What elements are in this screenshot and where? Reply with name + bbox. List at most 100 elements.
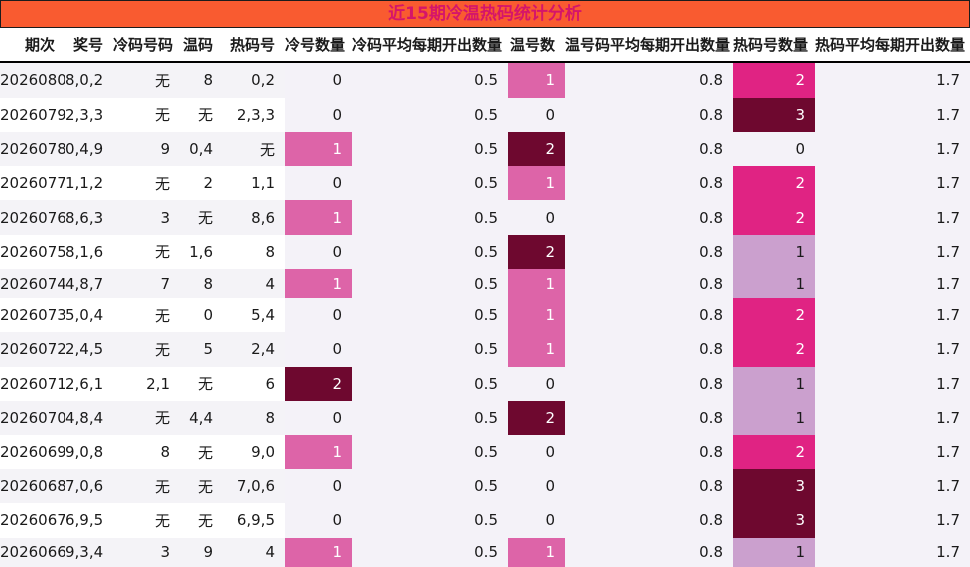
cell-prize-numbers: 6,9,5 — [65, 503, 113, 538]
cell-warm-numbers: 0,4 — [180, 132, 223, 167]
cell-hot-numbers: 4 — [223, 268, 285, 299]
cell-cold-numbers: 无 — [113, 469, 180, 504]
cell-period: 2026072 — [0, 332, 65, 367]
cell-hot-count: 3 — [733, 469, 815, 504]
cell-hot-count: 1 — [733, 400, 815, 435]
cell-cold-numbers: 无 — [113, 166, 180, 201]
cell-hot-avg: 1.7 — [815, 434, 970, 470]
cell-prize-numbers: 5,0,4 — [65, 298, 113, 333]
cell-cold-avg: 0.5 — [352, 400, 508, 435]
cell-hot-count: 1 — [733, 537, 815, 567]
cell-cold-numbers: 2,1 — [113, 366, 180, 401]
cell-period: 2026074 — [0, 268, 65, 299]
cell-cold-count: 0 — [285, 234, 352, 269]
cell-prize-numbers: 2,6,1 — [65, 366, 113, 401]
cell-cold-count: 0 — [285, 298, 352, 333]
cell-cold-count: 1 — [285, 200, 352, 235]
cell-warm-avg: 0.8 — [565, 537, 733, 567]
table-row: 2026077 1,1,2 无 2 1,1 0 0.5 1 0.8 2 1.7 — [0, 166, 970, 201]
cell-hot-numbers: 6 — [223, 366, 285, 401]
cell-warm-numbers: 无 — [180, 434, 223, 470]
cell-cold-numbers: 3 — [113, 200, 180, 235]
cell-warm-numbers: 4,4 — [180, 400, 223, 435]
table-row: 2026078 0,4,9 9 0,4 无 1 0.5 2 0.8 0 1.7 — [0, 132, 970, 167]
cell-warm-numbers: 无 — [180, 503, 223, 538]
cell-hot-count: 2 — [733, 434, 815, 470]
cell-warm-count: 1 — [508, 537, 565, 567]
table-row: 2026068 7,0,6 无无 7,0,6 0 0.5 0 0.8 3 1.7 — [0, 469, 970, 504]
cell-warm-avg: 0.8 — [565, 62, 733, 98]
cell-hot-avg: 1.7 — [815, 469, 970, 504]
cell-hot-avg: 1.7 — [815, 268, 970, 299]
cell-warm-avg: 0.8 — [565, 503, 733, 538]
table-header-row: 期次 奖号 冷码号码 温码 热码号 冷号数量 冷码平均每期开出数量 温号数 温号… — [0, 28, 970, 63]
header-hot-avg: 热码平均每期开出数量 — [815, 28, 970, 63]
cell-warm-numbers: 1,6 — [180, 234, 223, 269]
cell-hot-count: 3 — [733, 97, 815, 133]
cell-hot-avg: 1.7 — [815, 62, 970, 98]
header-warm-numbers: 温码 — [180, 28, 223, 63]
cell-prize-numbers: 1,1,2 — [65, 166, 113, 201]
table-row: 2026076 8,6,3 3 无 8,6 1 0.5 0 0.8 2 1.7 — [0, 200, 970, 235]
cell-cold-avg: 0.5 — [352, 97, 508, 133]
cell-period: 2026077 — [0, 166, 65, 201]
cell-warm-avg: 0.8 — [565, 166, 733, 201]
cell-hot-numbers: 7,0,6 — [223, 469, 285, 504]
cell-warm-count: 1 — [508, 62, 565, 98]
cell-warm-count: 0 — [508, 434, 565, 470]
cell-prize-numbers: 7,0,6 — [65, 469, 113, 504]
cell-cold-numbers: 无 — [113, 400, 180, 435]
cell-period: 2026078 — [0, 132, 65, 167]
cell-cold-count: 1 — [285, 132, 352, 167]
cell-cold-numbers: 无 — [113, 503, 180, 538]
cell-hot-avg: 1.7 — [815, 234, 970, 269]
cell-warm-avg: 0.8 — [565, 268, 733, 299]
cell-hot-avg: 1.7 — [815, 332, 970, 367]
cell-warm-avg: 0.8 — [565, 332, 733, 367]
cell-warm-avg: 0.8 — [565, 434, 733, 470]
cell-hot-avg: 1.7 — [815, 166, 970, 201]
cell-cold-count: 1 — [285, 268, 352, 299]
cell-hot-count: 2 — [733, 62, 815, 98]
stats-table: 期次 奖号 冷码号码 温码 热码号 冷号数量 冷码平均每期开出数量 温号数 温号… — [0, 28, 970, 567]
cell-cold-avg: 0.5 — [352, 166, 508, 201]
cell-warm-numbers: 无 — [180, 200, 223, 235]
cell-cold-numbers: 无 — [113, 62, 180, 98]
cell-hot-avg: 1.7 — [815, 132, 970, 167]
cell-warm-count: 0 — [508, 503, 565, 538]
cell-hot-numbers: 0,2 — [223, 62, 285, 98]
cell-prize-numbers: 4,8,7 — [65, 268, 113, 299]
header-period: 期次 — [0, 28, 65, 63]
cell-cold-count: 0 — [285, 166, 352, 201]
cell-hot-numbers: 9,0 — [223, 434, 285, 470]
cell-hot-numbers: 5,4 — [223, 298, 285, 333]
header-prize-numbers: 奖号 — [65, 28, 113, 63]
cell-period: 2026075 — [0, 234, 65, 269]
cell-cold-numbers: 无 — [113, 97, 180, 133]
cell-cold-count: 1 — [285, 434, 352, 470]
cell-cold-numbers: 3 — [113, 537, 180, 567]
cell-hot-count: 1 — [733, 234, 815, 269]
cell-warm-count: 1 — [508, 332, 565, 367]
cell-warm-count: 2 — [508, 132, 565, 167]
cell-hot-numbers: 无 — [223, 132, 285, 167]
cell-hot-numbers: 8 — [223, 234, 285, 269]
cell-warm-avg: 0.8 — [565, 400, 733, 435]
cell-hot-count: 0 — [733, 132, 815, 167]
cell-warm-numbers: 8 — [180, 62, 223, 98]
cell-cold-numbers: 无 — [113, 332, 180, 367]
cell-prize-numbers: 2,4,5 — [65, 332, 113, 367]
cell-hot-numbers: 8,6 — [223, 200, 285, 235]
cell-cold-avg: 0.5 — [352, 434, 508, 470]
cell-cold-avg: 0.5 — [352, 298, 508, 333]
cell-warm-count: 0 — [508, 469, 565, 504]
cell-period: 2026071 — [0, 366, 65, 401]
cell-prize-numbers: 0,4,9 — [65, 132, 113, 167]
table-row: 2026073 5,0,4 无 0 5,4 0 0.5 1 0.8 2 1.7 — [0, 298, 970, 333]
cell-warm-count: 0 — [508, 366, 565, 401]
cell-cold-avg: 0.5 — [352, 132, 508, 167]
cell-cold-avg: 0.5 — [352, 200, 508, 235]
cell-warm-numbers: 无 — [180, 366, 223, 401]
cell-hot-avg: 1.7 — [815, 200, 970, 235]
cell-hot-count: 2 — [733, 298, 815, 333]
